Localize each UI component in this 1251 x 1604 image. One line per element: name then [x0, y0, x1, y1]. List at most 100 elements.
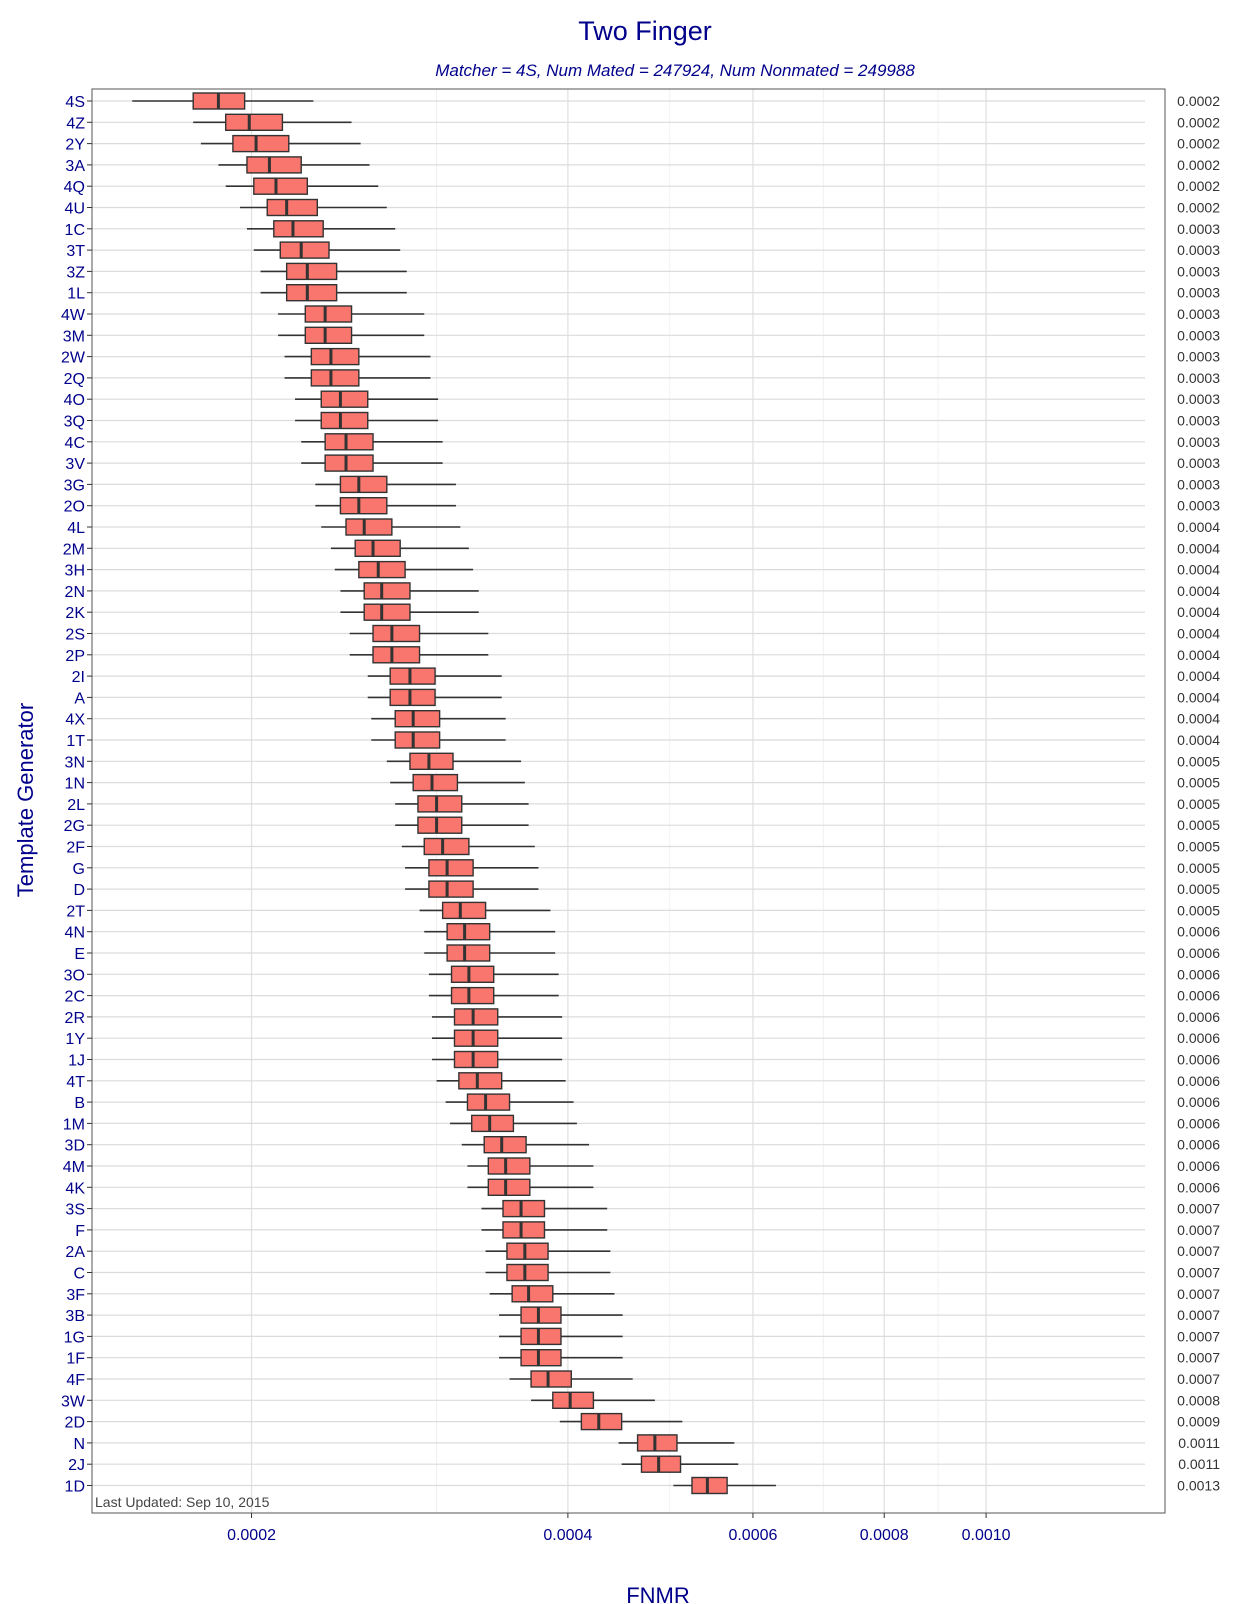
iqr-box [506, 1242, 549, 1260]
iqr-box [310, 369, 360, 387]
iqr-box [389, 688, 436, 707]
box-3M [278, 326, 425, 344]
box-4L [321, 518, 461, 536]
y-tick-label: 1J [68, 1053, 85, 1070]
y-tick-label: 3N [65, 754, 85, 771]
y-tick-label: 4W [61, 307, 86, 324]
iqr-box [423, 837, 470, 856]
box-3W [531, 1391, 655, 1410]
y-tick-label: 2R [65, 1010, 85, 1027]
iqr-box [466, 1093, 511, 1111]
y-tick-label: 3T [66, 243, 85, 260]
box-B [445, 1093, 574, 1111]
value-label: 0.0003 [1177, 476, 1220, 492]
y-tick-label: 2A [65, 1244, 85, 1261]
value-label: 0.0007 [1177, 1265, 1220, 1281]
y-tick-label: N [73, 1436, 85, 1453]
iqr-box [389, 667, 436, 685]
value-label: 0.0003 [1177, 306, 1220, 322]
grid-layer [92, 89, 1145, 1513]
value-label: 0.0004 [1177, 583, 1220, 599]
y-tick-label: 4K [65, 1180, 85, 1197]
y-tick-label: 2M [63, 541, 85, 558]
iqr-box [372, 646, 421, 664]
y-tick-label: 1N [65, 776, 85, 793]
value-label: 0.0002 [1177, 136, 1220, 152]
iqr-box [453, 1050, 499, 1069]
value-label: 0.0004 [1177, 540, 1220, 556]
value-label: 0.0007 [1177, 1350, 1220, 1366]
box-N [618, 1434, 735, 1452]
y-tick-label: 3B [65, 1308, 85, 1325]
value-label: 0.0003 [1177, 413, 1220, 429]
box-4K [467, 1178, 594, 1197]
value-label: 0.0004 [1177, 626, 1220, 642]
value-label: 0.0005 [1177, 881, 1220, 897]
value-label: 0.0002 [1177, 114, 1220, 130]
x-tick-label: 0.0002 [227, 1527, 276, 1544]
box-2R [432, 1008, 563, 1026]
iqr-box [324, 454, 374, 472]
y-tick-label: A [74, 690, 85, 707]
value-label: 0.0004 [1177, 668, 1220, 684]
y-tick-label: 2L [67, 797, 85, 814]
box-1M [450, 1114, 577, 1133]
y-tick-label: 3S [65, 1202, 85, 1219]
value-label: 0.0005 [1177, 753, 1220, 769]
box-2Q [284, 369, 431, 387]
box-4U [239, 198, 387, 217]
iqr-box [345, 518, 393, 536]
y-tick-label: E [74, 946, 85, 963]
box-3Z [260, 262, 407, 281]
y-tick-label: 4F [66, 1372, 85, 1389]
box-3A [218, 156, 370, 174]
y-tick-label: 2S [65, 627, 85, 644]
box-2J [621, 1455, 739, 1473]
value-label: 0.0013 [1177, 1478, 1220, 1494]
value-label: 0.0004 [1177, 604, 1220, 620]
y-tick-label: 1Y [65, 1031, 85, 1048]
value-label: 0.0006 [1177, 1094, 1220, 1110]
value-label: 0.0007 [1177, 1222, 1220, 1238]
y-tick-label: B [74, 1095, 85, 1112]
x-tick-label: 0.0006 [728, 1527, 777, 1544]
box-4W [278, 305, 425, 323]
value-label: 0.0005 [1177, 902, 1220, 918]
y-tick-label: 2O [64, 499, 85, 516]
y-tick-label: 1D [65, 1479, 85, 1496]
iqr-box [520, 1327, 562, 1346]
iqr-box [273, 220, 324, 238]
y-tick-label: 4X [65, 712, 85, 729]
iqr-box [691, 1476, 728, 1495]
y-tick-label: 2C [65, 989, 85, 1006]
value-label: 0.0006 [1177, 1115, 1220, 1131]
iqr-box [511, 1285, 554, 1303]
value-label: 0.0004 [1177, 689, 1220, 705]
box-E [424, 944, 556, 962]
iqr-box [502, 1221, 546, 1239]
box-3S [481, 1199, 608, 1218]
iqr-box [640, 1455, 682, 1473]
box-3N [386, 752, 522, 770]
box-2C [428, 986, 559, 1005]
iqr-box [471, 1114, 515, 1133]
box-4X [371, 710, 506, 728]
box-2A [485, 1242, 611, 1260]
iqr-box [552, 1391, 595, 1410]
y-tick-label: 1F [66, 1351, 85, 1368]
y-tick-label: 4U [65, 201, 85, 218]
box-3V [301, 454, 443, 472]
right-value-labels: 0.0002 0.0002 0.0002 0.0002 0.0002 0.0002 0.00… [1177, 93, 1220, 1494]
y-tick-label: 3V [65, 456, 85, 473]
value-label: 0.0011 [1178, 1435, 1220, 1451]
iqr-box [285, 284, 338, 302]
value-label: 0.0007 [1177, 1201, 1220, 1217]
iqr-box [266, 198, 319, 217]
value-label: 0.0006 [1177, 1158, 1220, 1174]
value-label: 0.0002 [1177, 178, 1220, 194]
x-axis-ticks: 0.0002 0.0004 0.0006 0.0008 0.0010 [227, 1513, 1011, 1544]
box-4O [295, 390, 439, 408]
iqr-box [279, 241, 330, 259]
y-tick-label: 3Z [66, 264, 85, 281]
value-label: 0.0009 [1177, 1414, 1220, 1430]
